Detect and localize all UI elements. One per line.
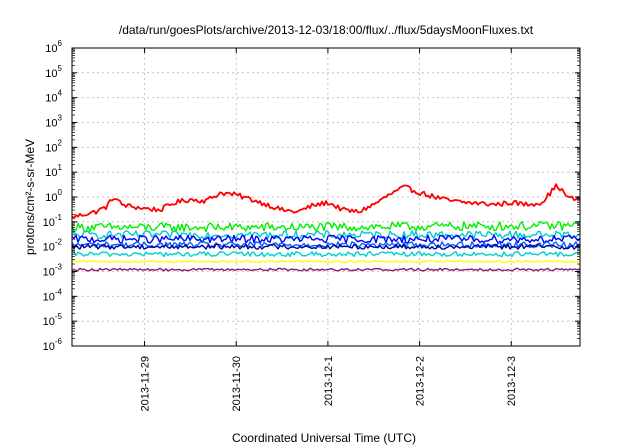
x-tick-label: 2013-11-30: [231, 356, 243, 411]
y-tick-exponent: -3: [55, 263, 63, 272]
series-line-4: [71, 234, 581, 244]
y-tick-exponent: 5: [58, 64, 63, 73]
y-tick-base: 10: [43, 267, 55, 279]
series-line-1: [71, 183, 581, 220]
series-line-2: [71, 220, 581, 233]
y-tick-base: 10: [43, 217, 55, 229]
y-tick-exponent: 6: [58, 39, 63, 48]
y-tick-label: 103: [45, 114, 62, 130]
y-tick-label: 106: [45, 39, 62, 55]
y-tick-exponent: 4: [58, 89, 63, 98]
grid: [72, 48, 580, 346]
y-tick-label: 105: [45, 64, 62, 80]
y-tick-label: 104: [45, 89, 62, 105]
x-tick-label: 2013-12-3: [506, 356, 518, 406]
y-tick-label: 101: [45, 163, 62, 179]
y-axis: 10-610-510-410-310-210-11001011021031041…: [43, 39, 580, 353]
y-tick-label: 10-1: [43, 213, 63, 229]
y-tick-base: 10: [45, 43, 57, 55]
y-tick-exponent: -2: [55, 238, 63, 247]
x-axis: 2013-11-29 2013-11-30 2013-12-1 2013-12-2 20…: [140, 48, 518, 411]
y-tick-base: 10: [45, 68, 57, 80]
y-tick-exponent: -5: [55, 312, 63, 321]
x-tick-label: 2013-11-29: [140, 356, 152, 411]
y-tick-label: 10-2: [43, 238, 63, 254]
y-tick-base: 10: [43, 341, 55, 353]
y-tick-exponent: 0: [58, 188, 63, 197]
y-tick-exponent: 2: [58, 138, 63, 147]
y-tick-base: 10: [43, 316, 55, 328]
series-line-5: [71, 241, 581, 249]
series-line-9: [71, 267, 581, 272]
y-tick-base: 10: [45, 192, 57, 204]
series-line-3: [71, 230, 581, 240]
x-tick-label: 2013-12-1: [323, 356, 335, 406]
y-tick-base: 10: [45, 142, 57, 154]
y-tick-label: 10-6: [43, 337, 63, 353]
y-tick-label: 10-4: [43, 287, 63, 303]
y-tick-exponent: 1: [58, 163, 63, 172]
series-group: [71, 183, 581, 272]
y-tick-label: 100: [45, 188, 62, 204]
y-tick-label: 102: [45, 138, 62, 154]
y-tick-base: 10: [45, 93, 57, 105]
chart-title: /data/run/goesPlots/archive/2013-12-03/1…: [119, 23, 534, 37]
y-axis-label: protons/cm²-s-sr-MeV: [23, 139, 37, 255]
x-tick-label: 2013-12-2: [415, 356, 427, 406]
y-tick-exponent: 3: [58, 114, 63, 123]
y-tick-label: 10-3: [43, 263, 63, 279]
series-line-8: [71, 259, 581, 264]
y-tick-base: 10: [45, 167, 57, 179]
series-line-6: [71, 243, 581, 250]
y-tick-exponent: -1: [55, 213, 63, 222]
y-tick-label: 10-5: [43, 312, 63, 328]
y-tick-base: 10: [43, 242, 55, 254]
x-axis-label: Coordinated Universal Time (UTC): [232, 431, 416, 445]
y-tick-base: 10: [45, 118, 57, 130]
y-tick-exponent: -4: [55, 287, 63, 296]
series-line-7: [71, 250, 581, 258]
y-tick-exponent: -6: [55, 337, 63, 346]
y-tick-base: 10: [43, 291, 55, 303]
